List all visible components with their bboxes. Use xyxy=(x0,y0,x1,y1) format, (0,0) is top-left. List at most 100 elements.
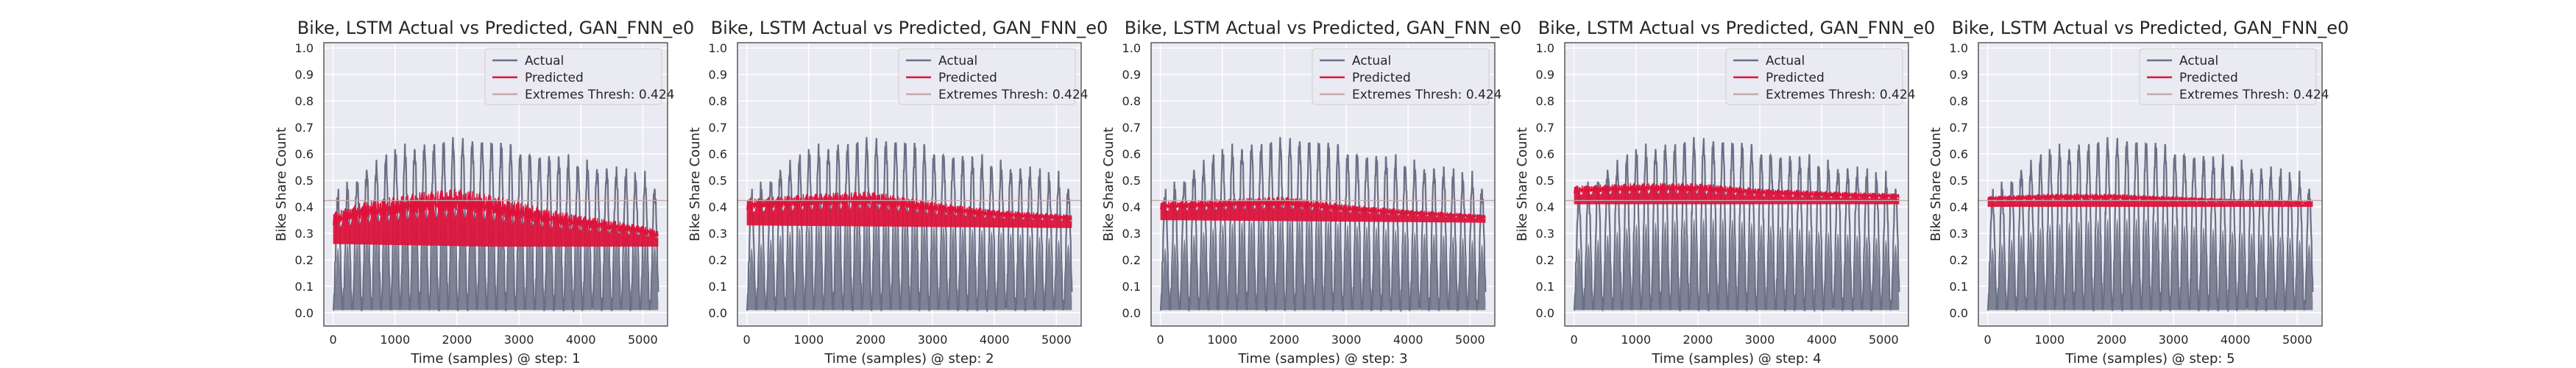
y-tick-label: 0.8 xyxy=(1950,94,1968,108)
legend-entry: Predicted xyxy=(2179,71,2238,85)
y-tick-label: 0.6 xyxy=(709,147,727,161)
y-tick-label: 0.0 xyxy=(1950,306,1968,320)
legend-box xyxy=(1725,48,1903,105)
x-tick-label: 1000 xyxy=(1207,333,1237,347)
axes-frame xyxy=(1564,42,1909,327)
legend-entry: Actual xyxy=(2179,54,2218,68)
y-tick-label: 0.3 xyxy=(295,227,314,241)
legend: Actual Predicted Extremes Thresh: 0.424 xyxy=(1725,48,1916,105)
legend-box xyxy=(898,48,1076,105)
x-tick-label: 5000 xyxy=(1455,333,1485,347)
legend-entry: Actual xyxy=(1766,54,1805,68)
y-tick-label: 0.4 xyxy=(295,200,314,214)
series-group xyxy=(324,137,668,313)
x-tick-label: 1000 xyxy=(793,333,824,347)
legend-entry: Extremes Thresh: 0.424 xyxy=(1766,88,1916,102)
y-tick-label: 1.0 xyxy=(1950,41,1968,55)
chart-panel-5: 0 1000 2000 3000 4000 5000 0.0 0.1 0.2 0.3 0.4 0.5 0… xyxy=(1928,18,2349,367)
series-actual-line xyxy=(746,137,1073,313)
x-tick-label: 5000 xyxy=(1869,333,1899,347)
legend-entry: Extremes Thresh: 0.424 xyxy=(938,88,1089,102)
y-tick-label: 0.7 xyxy=(1950,121,1968,135)
x-tick-label: 0 xyxy=(1571,333,1578,347)
legend: Actual Predicted Extremes Thresh: 0.424 xyxy=(898,48,1089,105)
chart-title: Bike, LSTM Actual vs Predicted, GAN_FNN_… xyxy=(1125,18,1522,38)
y-tick-label: 0.1 xyxy=(709,280,727,294)
y-tick-label: 0.3 xyxy=(1950,227,1968,241)
chart-panel-1: 0 1000 2000 3000 4000 5000 0.0 0.1 0.2 0.3 0.4 0.5 0… xyxy=(274,18,694,367)
series-actual-body xyxy=(1987,219,2313,311)
legend-entry: Extremes Thresh: 0.424 xyxy=(1352,88,1502,102)
x-axis-label: Time (samples) @ step: 1 xyxy=(410,351,580,367)
chart-title: Bike, LSTM Actual vs Predicted, GAN_FNN_… xyxy=(711,18,1108,38)
y-tick-label: 0.9 xyxy=(1950,68,1968,82)
legend-entry: Predicted xyxy=(1352,71,1411,85)
y-tick-label: 0.4 xyxy=(709,200,727,214)
legend-box xyxy=(2139,48,2317,105)
x-tick-label: 0 xyxy=(743,333,751,347)
legend-box xyxy=(484,48,662,105)
y-tick-label: 0.8 xyxy=(295,94,314,108)
x-tick-label: 2000 xyxy=(2097,333,2127,347)
series-group xyxy=(1151,137,1495,313)
x-tick-label: 4000 xyxy=(1393,333,1423,347)
x-tick-label: 1000 xyxy=(2034,333,2064,347)
y-tick-label: 1.0 xyxy=(709,41,727,55)
legend-entry: Predicted xyxy=(525,71,584,85)
series-predicted-line xyxy=(1573,183,1900,200)
legend-entry: Actual xyxy=(1352,54,1391,68)
chart-panel-4: 0 1000 2000 3000 4000 5000 0.0 0.1 0.2 0.3 0.4 0.5 0… xyxy=(1515,18,1935,367)
x-tick-label: 2000 xyxy=(1270,333,1300,347)
y-tick-label: 0.6 xyxy=(1536,147,1554,161)
series-group xyxy=(1565,137,1908,313)
x-tick-label: 4000 xyxy=(980,333,1010,347)
y-tick-label: 0.6 xyxy=(1950,147,1968,161)
axes-frame xyxy=(323,42,668,327)
x-axis-label: Time (samples) @ step: 4 xyxy=(1651,351,1821,367)
x-axis-label: Time (samples) @ step: 3 xyxy=(1237,351,1407,367)
chart-title: Bike, LSTM Actual vs Predicted, GAN_FNN_… xyxy=(297,18,695,38)
legend: Actual Predicted Extremes Thresh: 0.424 xyxy=(484,48,675,105)
x-tick-label: 5000 xyxy=(1041,333,1072,347)
y-axis-label: Bike Share Count xyxy=(687,127,703,241)
y-tick-label: 0.6 xyxy=(1122,147,1141,161)
y-tick-label: 1.0 xyxy=(1536,41,1554,55)
y-tick-label: 0.2 xyxy=(1122,253,1141,267)
y-tick-label: 0.8 xyxy=(709,94,727,108)
y-tick-label: 0.8 xyxy=(1122,94,1141,108)
y-tick-label: 0.4 xyxy=(1950,200,1968,214)
y-tick-label: 0.4 xyxy=(1536,200,1554,214)
y-tick-label: 0.5 xyxy=(709,174,727,188)
series-actual-line xyxy=(1159,137,1487,313)
y-tick-label: 0.0 xyxy=(709,306,727,320)
y-axis-label: Bike Share Count xyxy=(1515,127,1530,241)
chart-title: Bike, LSTM Actual vs Predicted, GAN_FNN_… xyxy=(1538,18,1936,38)
y-tick-label: 0.2 xyxy=(1950,253,1968,267)
y-tick-label: 0.3 xyxy=(1122,227,1141,241)
chart-title: Bike, LSTM Actual vs Predicted, GAN_FNN_… xyxy=(1952,18,2349,38)
legend-entry: Actual xyxy=(938,54,977,68)
y-tick-label: 0.2 xyxy=(709,253,727,267)
x-tick-label: 2000 xyxy=(1683,333,1713,347)
series-actual-body xyxy=(1160,219,1486,311)
y-tick-label: 0.5 xyxy=(295,174,314,188)
x-tick-label: 5000 xyxy=(2282,333,2313,347)
y-tick-label: 1.0 xyxy=(295,41,314,55)
x-tick-label: 1000 xyxy=(380,333,410,347)
y-tick-label: 0.0 xyxy=(295,306,314,320)
series-group xyxy=(1978,137,2322,313)
series-actual-body xyxy=(1574,219,1900,311)
y-tick-label: 0.9 xyxy=(709,68,727,82)
series-actual-line xyxy=(1986,137,2314,313)
series-group xyxy=(737,137,1081,313)
series-actual-line xyxy=(332,137,659,313)
legend-entry: Extremes Thresh: 0.424 xyxy=(2179,88,2329,102)
x-tick-label: 3000 xyxy=(1331,333,1362,347)
y-tick-label: 0.5 xyxy=(1536,174,1554,188)
x-tick-label: 0 xyxy=(1157,333,1164,347)
x-tick-label: 4000 xyxy=(2221,333,2251,347)
y-tick-label: 0.1 xyxy=(1122,280,1141,294)
x-axis-label: Time (samples) @ step: 5 xyxy=(2064,351,2234,367)
y-tick-label: 0.8 xyxy=(1536,94,1554,108)
x-tick-label: 2000 xyxy=(856,333,886,347)
